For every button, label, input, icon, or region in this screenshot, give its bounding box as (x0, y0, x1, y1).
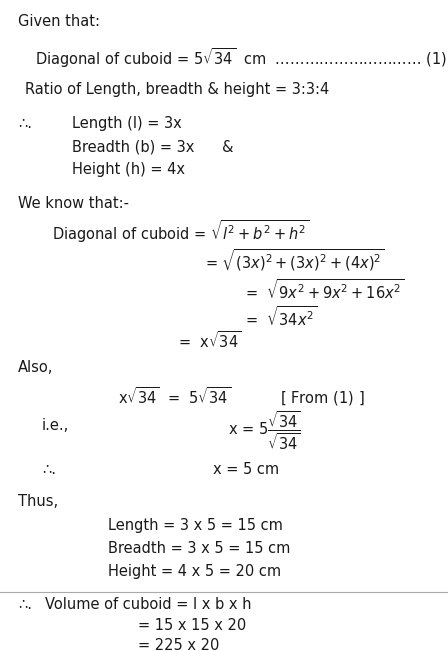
Text: We know that:-: We know that:- (18, 196, 129, 211)
Text: Given that:: Given that: (18, 14, 100, 29)
Text: i.e.,: i.e., (42, 418, 69, 433)
Text: Breadth = 3 x 5 = 15 cm: Breadth = 3 x 5 = 15 cm (108, 541, 290, 556)
Text: Also,: Also, (18, 360, 53, 375)
Text: =  $\sqrt{34x^2}$: = $\sqrt{34x^2}$ (245, 305, 317, 329)
Text: ∴.: ∴. (18, 116, 32, 131)
Text: Length (l) = 3x: Length (l) = 3x (72, 116, 182, 131)
Text: Ratio of Length, breadth & height = 3:3:4: Ratio of Length, breadth & height = 3:3:… (25, 82, 329, 97)
Text: Diagonal of cuboid = 5$\sqrt{34}$  cm  ………………………… (1): Diagonal of cuboid = 5$\sqrt{34}$ cm ………… (35, 46, 447, 70)
Text: =  $\sqrt{9x^2 + 9x^2 + 16x^2}$: = $\sqrt{9x^2 + 9x^2 + 16x^2}$ (245, 278, 405, 302)
Text: Thus,: Thus, (18, 494, 58, 509)
Text: = 225 x 20: = 225 x 20 (138, 638, 220, 651)
Text: Height = 4 x 5 = 20 cm: Height = 4 x 5 = 20 cm (108, 564, 281, 579)
Text: Diagonal of cuboid = $\sqrt{l^2 + b^2 + h^2}$: Diagonal of cuboid = $\sqrt{l^2 + b^2 + … (52, 218, 309, 245)
Text: = 15 x 15 x 20: = 15 x 15 x 20 (138, 618, 246, 633)
Text: x = 5$\dfrac{\sqrt{34}}{\sqrt{34}}$: x = 5$\dfrac{\sqrt{34}}{\sqrt{34}}$ (228, 410, 301, 452)
Text: Volume of cuboid = l x b x h: Volume of cuboid = l x b x h (45, 597, 251, 612)
Text: Height (h) = 4x: Height (h) = 4x (72, 162, 185, 177)
Text: x = 5 cm: x = 5 cm (213, 462, 279, 477)
Text: Breadth (b) = 3x      &: Breadth (b) = 3x & (72, 139, 233, 154)
Text: x$\sqrt{34}$  =  5$\sqrt{34}$           [ From (1) ]: x$\sqrt{34}$ = 5$\sqrt{34}$ [ From (1) ] (118, 385, 365, 408)
Text: ∴.: ∴. (18, 597, 32, 612)
Text: =  x$\sqrt{34}$: = x$\sqrt{34}$ (178, 330, 241, 351)
Text: Length = 3 x 5 = 15 cm: Length = 3 x 5 = 15 cm (108, 518, 283, 533)
Text: ∴.: ∴. (42, 462, 56, 477)
Text: = $\sqrt{(3x)^2 + (3x)^2 + (4x)^2}$: = $\sqrt{(3x)^2 + (3x)^2 + (4x)^2}$ (205, 248, 385, 273)
